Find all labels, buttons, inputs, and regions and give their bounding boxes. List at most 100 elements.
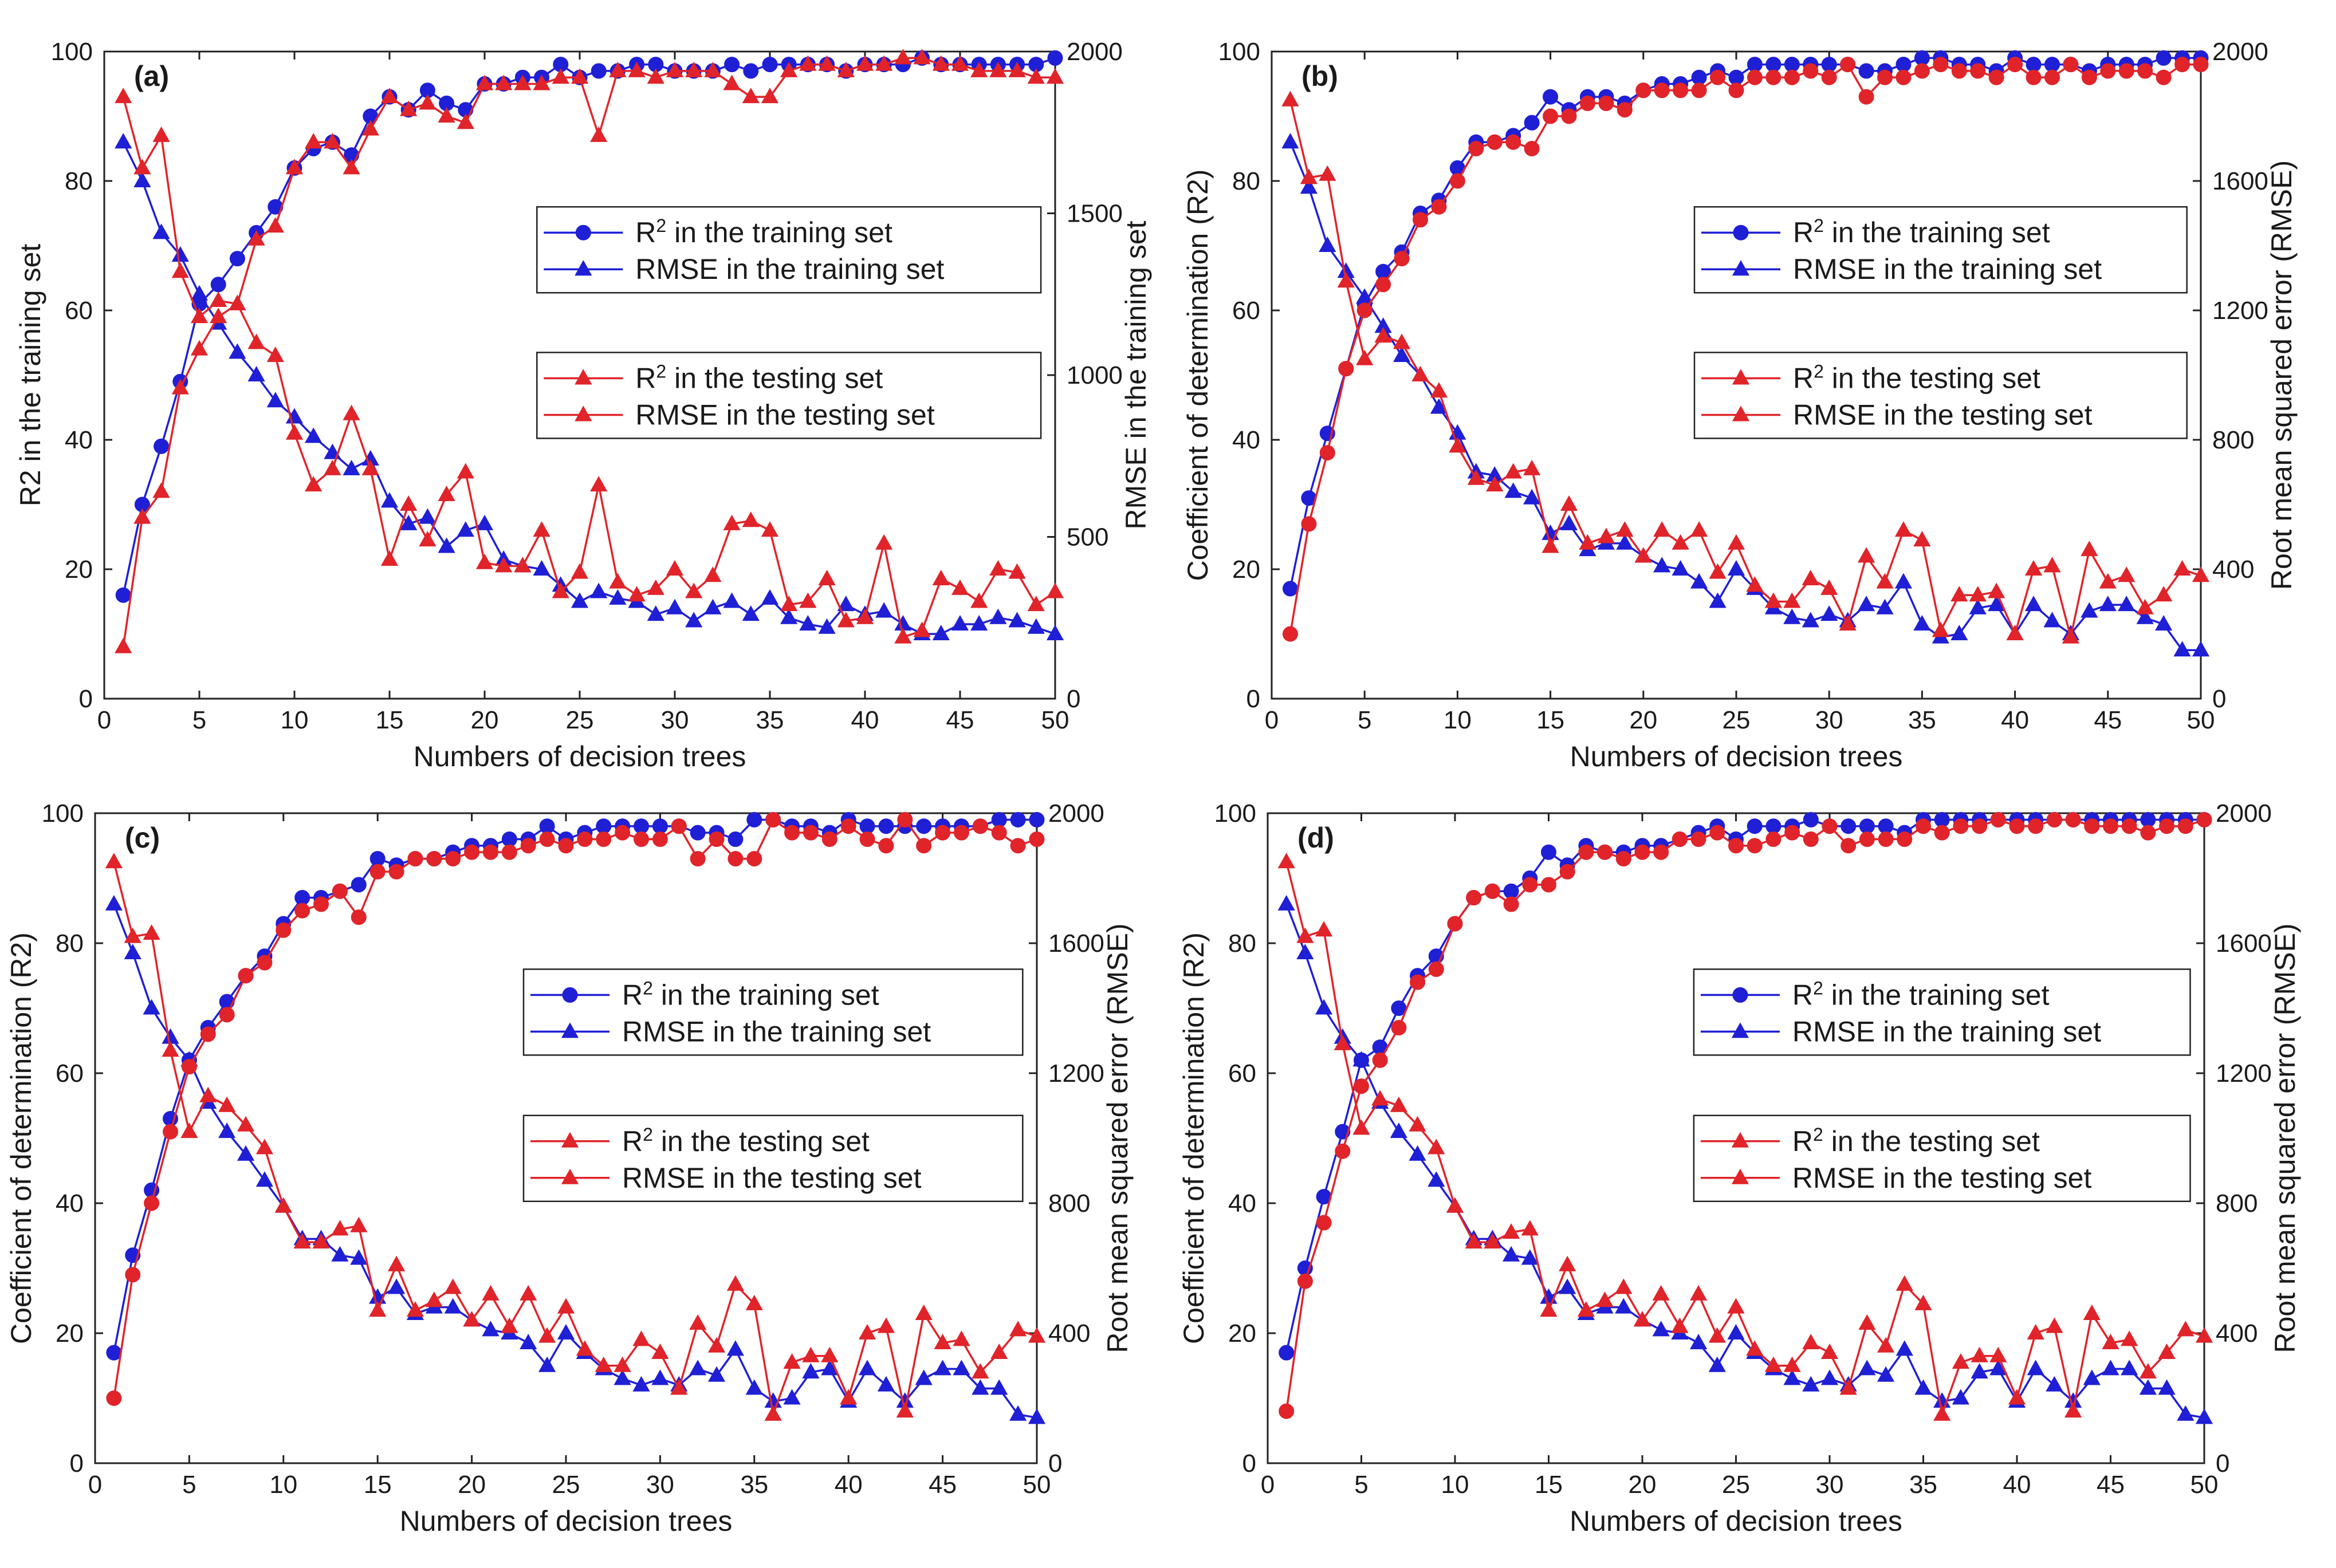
data-point	[457, 521, 474, 537]
data-point	[591, 63, 607, 79]
data-point	[143, 924, 160, 940]
data-point	[1027, 618, 1045, 634]
data-point	[1449, 173, 1465, 189]
data-point	[1522, 877, 1538, 893]
data-point	[343, 159, 360, 175]
x-tick-label: 5	[1358, 706, 1371, 734]
chart-panel-d: 0 5 10 15 20 25 30 35 40 45 5002040608010004008001…	[1178, 799, 2301, 1537]
data-point	[652, 831, 668, 847]
data-point	[1009, 1321, 1027, 1337]
data-point	[464, 844, 480, 860]
data-point	[1859, 818, 1875, 834]
data-point	[115, 587, 131, 603]
data-point	[1577, 1301, 1595, 1317]
x-axis-label: Numbers of decision trees	[1570, 1505, 1902, 1537]
y-right-tick-label: 1600	[2212, 167, 2268, 195]
legend-label: RMSE in the training set	[1793, 253, 2102, 285]
data-point	[1319, 236, 1336, 252]
data-point	[2083, 1369, 2101, 1385]
x-tick-label: 5	[1354, 1471, 1368, 1499]
data-point	[1046, 68, 1064, 84]
data-point	[802, 1346, 820, 1362]
data-point	[915, 1369, 933, 1385]
data-point	[1727, 1323, 1745, 1340]
data-point	[2046, 1376, 2063, 1392]
data-point	[761, 589, 779, 605]
data-point	[1028, 1327, 1046, 1343]
legend-marker	[561, 1168, 579, 1184]
data-point	[707, 1366, 726, 1382]
data-point	[1858, 1314, 1876, 1330]
data-point	[1615, 850, 1631, 866]
data-point	[237, 1116, 255, 1132]
data-point	[294, 903, 310, 919]
data-point	[1597, 527, 1615, 543]
chart-panel-c: 0 5 10 15 20 25 30 35 40 45 5002040608010004008001…	[5, 799, 1134, 1537]
data-point	[143, 999, 160, 1015]
legend-marker	[575, 260, 592, 276]
data-point	[445, 850, 461, 866]
data-point	[2174, 57, 2191, 73]
data-point	[1027, 68, 1045, 84]
data-point	[2028, 818, 2044, 834]
data-point	[590, 126, 608, 142]
data-point	[647, 68, 664, 84]
data-point	[1765, 831, 1782, 847]
data-point	[152, 223, 170, 239]
data-point	[361, 459, 379, 475]
data-point	[1671, 1317, 1689, 1333]
data-point	[1352, 1051, 1370, 1067]
data-point	[210, 291, 227, 308]
data-point	[1690, 573, 1708, 589]
x-tick-label: 20	[1629, 1471, 1657, 1499]
data-point	[1841, 838, 1857, 854]
data-point	[154, 438, 170, 454]
y-left-tick-label: 40	[56, 1189, 84, 1218]
data-point	[475, 553, 494, 569]
data-point	[689, 1360, 707, 1376]
data-point	[457, 463, 474, 479]
legend-label: R2 in the testing set	[622, 1124, 870, 1157]
data-point	[2026, 69, 2042, 85]
data-point	[1465, 1233, 1482, 1249]
data-point	[1690, 521, 1708, 537]
y-left-tick-label: 20	[1232, 556, 1260, 584]
series-r-in-the-testing-set	[1279, 811, 2212, 1419]
series-line	[113, 818, 1037, 1353]
data-point	[1282, 581, 1298, 597]
data-point	[1747, 69, 1763, 85]
data-point	[324, 459, 341, 475]
panel-label: (a)	[134, 60, 169, 92]
data-point	[2118, 566, 2136, 582]
data-point	[990, 1344, 1008, 1360]
data-point	[2099, 596, 2117, 612]
data-point	[935, 825, 951, 841]
data-point	[1672, 560, 1689, 576]
data-point	[652, 818, 668, 834]
data-point	[2027, 1360, 2044, 1376]
data-point	[1878, 818, 1894, 834]
data-point	[1616, 521, 1634, 537]
data-point	[324, 133, 341, 149]
data-point	[124, 944, 141, 960]
data-point	[1783, 1356, 1801, 1372]
data-point	[1820, 579, 1838, 595]
legend-training: R2 in the training set RMSE in the traini…	[522, 968, 1024, 1056]
data-point	[671, 818, 687, 834]
data-point	[268, 199, 284, 215]
y-right-tick-label: 2000	[1048, 799, 1104, 828]
data-point	[1047, 50, 1063, 66]
data-point	[285, 424, 304, 440]
legend-label: RMSE in the training set	[1792, 1015, 2101, 1047]
data-point	[1009, 1405, 1027, 1421]
x-tick-label: 0	[1265, 706, 1279, 734]
data-point	[685, 612, 703, 628]
data-point	[821, 1360, 839, 1376]
data-point	[1559, 864, 1575, 880]
data-point	[247, 333, 265, 349]
data-point	[972, 818, 988, 834]
data-point	[1709, 563, 1727, 579]
data-point	[743, 63, 759, 79]
data-point	[1972, 818, 1988, 834]
y-left-axis-label: Coefficient of determination (R2)	[1178, 932, 1210, 1344]
